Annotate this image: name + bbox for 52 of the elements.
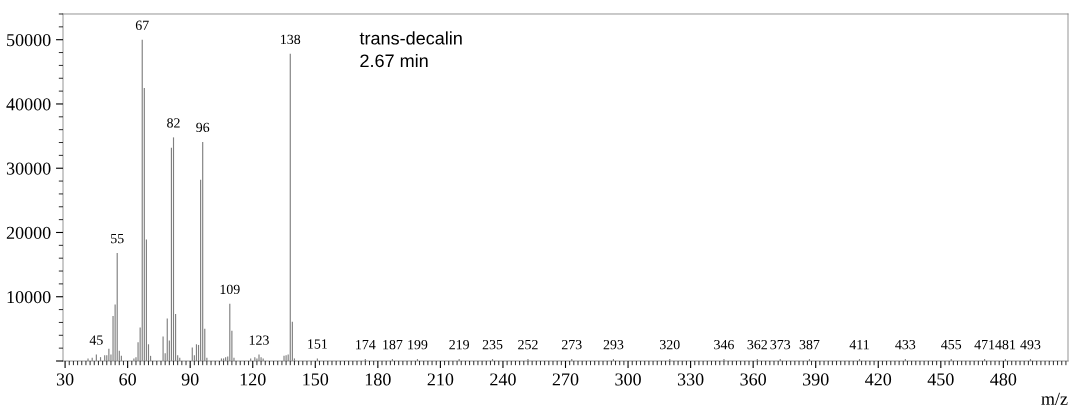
x-tick-label: 150 — [303, 373, 329, 386]
x-tick-label: 90 — [181, 373, 199, 386]
x-axis-title: m/z — [1041, 392, 1068, 405]
y-tick-label: 30000 — [6, 162, 51, 175]
y-tick-label: 40000 — [6, 98, 51, 111]
x-tick-label: 480 — [990, 373, 1017, 386]
annotation: 320 — [660, 339, 680, 350]
annotation: 67 — [135, 20, 149, 30]
x-tick-label: 180 — [365, 373, 391, 386]
y-tick-label: 50000 — [7, 33, 51, 47]
annotation: 373 — [770, 339, 791, 350]
x-tick-label: 120 — [240, 373, 266, 386]
x-tick-label: 30 — [56, 373, 74, 386]
annotation: 219 — [449, 339, 470, 350]
annotation: 123 — [249, 335, 269, 345]
x-tick-label: 420 — [865, 373, 892, 386]
annotation: 411 — [849, 340, 869, 350]
annotation: 273 — [561, 339, 582, 350]
x-tick-label: 360 — [740, 373, 767, 386]
annotation: trans-decalin — [359, 31, 462, 45]
annotation: 455 — [941, 340, 962, 350]
annotation: 45 — [89, 335, 103, 345]
annotation: 252 — [518, 339, 538, 350]
x-tick-label: 330 — [677, 373, 704, 386]
y-tick-label: 20000 — [6, 226, 51, 239]
annotation: 96 — [196, 122, 210, 133]
annotation: 109 — [220, 284, 240, 295]
x-tick-label: 240 — [490, 373, 516, 386]
annotation: 82 — [167, 118, 180, 128]
x-tick-label: 210 — [427, 373, 454, 386]
x-tick-label: 390 — [803, 373, 829, 386]
annotation: 293 — [603, 339, 624, 350]
annotation: 387 — [799, 339, 820, 350]
annotation: 362 — [747, 339, 767, 350]
x-tick-label: 60 — [119, 373, 136, 386]
annotation: 433 — [895, 339, 916, 350]
annotation: 138 — [281, 34, 301, 45]
y-tick-label: 10000 — [7, 291, 51, 304]
annotation: 151 — [308, 339, 327, 349]
x-tick-label: 450 — [927, 373, 954, 386]
x-tick-label: 300 — [615, 373, 641, 386]
annotation: 174 — [356, 340, 376, 350]
annotation: 471 — [974, 340, 995, 350]
annotation: 493 — [1020, 339, 1041, 350]
annotation: 187 — [383, 339, 403, 350]
annotation: 346 — [714, 339, 734, 350]
annotation: 481 — [995, 339, 1016, 350]
x-tick-label: 270 — [552, 373, 579, 386]
annotation: 199 — [408, 339, 428, 350]
annotation: 55 — [111, 234, 124, 244]
annotation: 235 — [482, 339, 503, 350]
annotation: 2.67 min — [360, 53, 428, 68]
